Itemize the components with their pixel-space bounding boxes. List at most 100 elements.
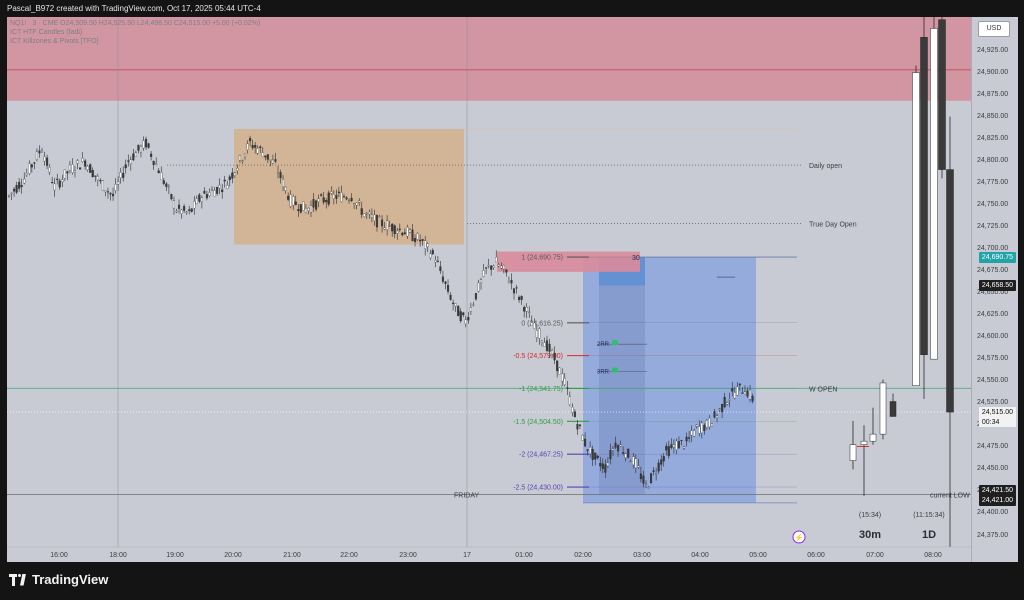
candle-body <box>271 159 274 164</box>
time-tick-15: 08:00 <box>924 552 942 559</box>
price-tick-11: 24,650.00 <box>977 289 1009 297</box>
candle-body <box>284 186 287 191</box>
currency-button[interactable]: USD <box>978 21 1010 37</box>
candle-body <box>185 211 188 213</box>
candle-body <box>114 184 117 191</box>
candle-body <box>561 373 564 382</box>
price-tick-7: 24,550.00 <box>977 377 1009 385</box>
price-tick-15: 24,750.00 <box>977 200 1009 208</box>
candle-body <box>477 282 480 292</box>
candle-body <box>109 192 112 195</box>
candle-body <box>160 172 163 180</box>
candle-body <box>408 229 412 233</box>
candle-body <box>315 200 318 210</box>
candle-body <box>238 155 241 161</box>
candle-body <box>548 343 551 352</box>
candle-body <box>510 279 513 284</box>
htf30-body-0 <box>849 444 857 461</box>
candle-body <box>147 143 150 148</box>
candle-body <box>556 360 559 372</box>
candle-body <box>228 176 231 181</box>
candle-body <box>655 473 658 475</box>
candle-body <box>332 194 335 199</box>
candle-body <box>335 195 338 199</box>
candle-body <box>446 284 450 292</box>
candle-body <box>695 424 698 427</box>
price-tick-3: 24,450.00 <box>977 465 1009 473</box>
price-tick-1: 24,400.00 <box>977 509 1009 517</box>
candle-body <box>279 172 282 179</box>
candle-body <box>685 436 688 442</box>
candle-body <box>698 426 701 434</box>
annotation-0: 30 <box>632 255 640 262</box>
time-tick-8: 01:00 <box>515 552 533 559</box>
candle-body <box>358 200 361 203</box>
candle-body <box>708 417 711 428</box>
indicator-killzones[interactable]: ICT Killzones & Pivots [TFO] <box>10 38 99 45</box>
candle-body <box>71 164 74 173</box>
candle-body <box>122 173 125 178</box>
level-label-2: W OPEN <box>809 386 837 393</box>
time-tick-12: 05:00 <box>749 552 767 559</box>
candle-body <box>444 281 447 284</box>
indicator-htf-candles[interactable]: ICT HTF Candles (fadi) <box>10 29 83 36</box>
price-tick-16: 24,775.00 <box>977 178 1009 186</box>
candle-body <box>111 193 115 197</box>
candle-body <box>236 168 239 171</box>
candle-body <box>46 157 49 166</box>
candle-body <box>538 328 541 339</box>
candle-body <box>391 223 394 232</box>
candle-body <box>287 195 290 200</box>
price-tick-14: 24,725.00 <box>977 222 1009 230</box>
candle-body <box>261 152 264 157</box>
candle-body <box>276 172 280 174</box>
candle-body <box>205 194 208 199</box>
candle-body <box>665 445 668 451</box>
candle-body <box>96 176 99 180</box>
candle-body <box>23 178 26 184</box>
price-tag-3: 24,421.50 <box>978 485 1016 497</box>
candle-body <box>523 307 526 312</box>
candle-body <box>705 420 708 428</box>
tradingview-logo[interactable]: TradingView <box>9 572 108 587</box>
candle-body <box>223 179 226 182</box>
htf30-body-3 <box>879 382 887 435</box>
candle-body <box>584 438 587 447</box>
time-tick-3: 20:00 <box>224 552 242 559</box>
candle-body <box>91 170 94 178</box>
level-label-0: Daily open <box>809 163 842 170</box>
candle-body <box>642 475 645 484</box>
candle-body <box>439 266 442 272</box>
candle-body <box>246 143 249 150</box>
chart-panel[interactable]: Daily open True Day Open W OPEN current LOW… <box>7 17 1018 562</box>
candle-body <box>652 470 655 472</box>
price-tag-2: 24,515.00 00:34 <box>978 406 1016 427</box>
candle-body <box>84 160 87 167</box>
candle-body <box>535 330 538 338</box>
candle-body <box>10 192 13 194</box>
candle-body <box>337 191 340 194</box>
candle-body <box>226 184 229 189</box>
candle-body <box>48 166 51 173</box>
candle-body <box>713 411 716 418</box>
candle-body <box>299 204 302 213</box>
candle-body <box>736 386 739 396</box>
candle-body <box>525 307 528 312</box>
candle-body <box>373 214 376 221</box>
candle-body <box>81 157 84 162</box>
time-tick-11: 04:00 <box>691 552 709 559</box>
candle-body <box>254 145 257 148</box>
level-label-1: True Day Open <box>809 221 857 228</box>
candle-body <box>726 402 729 405</box>
candle-body <box>637 465 640 468</box>
candle-body <box>317 198 320 202</box>
chart-background <box>7 17 1018 562</box>
htf1d-body-0 <box>912 72 920 386</box>
candle-body <box>566 387 569 389</box>
candles-group <box>7 135 754 489</box>
candle-body <box>464 319 467 324</box>
candle-body <box>322 197 325 203</box>
candle-body <box>406 227 409 237</box>
candle-body <box>540 340 543 344</box>
